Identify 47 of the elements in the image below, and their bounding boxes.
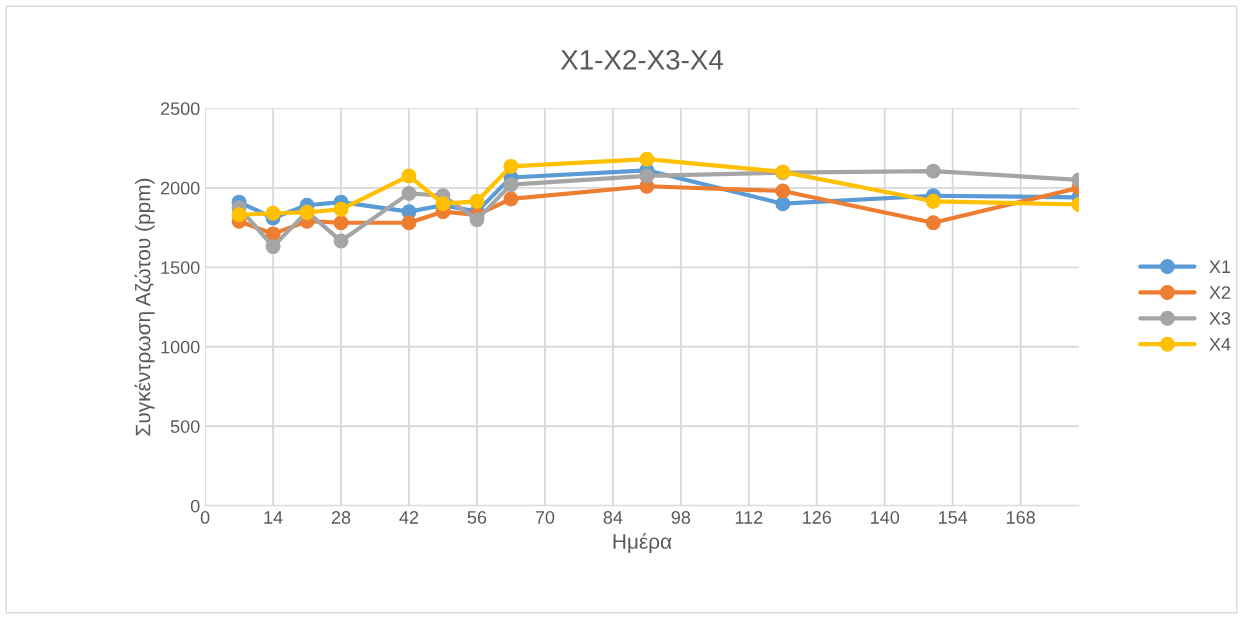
x-tick-label: 112 bbox=[735, 511, 763, 524]
legend-label: X2 bbox=[1209, 286, 1231, 299]
point bbox=[401, 168, 417, 184]
y-tick-label: 0 bbox=[190, 499, 200, 513]
x-tick-label: 28 bbox=[331, 511, 351, 524]
point bbox=[503, 191, 519, 207]
point bbox=[925, 163, 941, 179]
legend-label: X1 bbox=[1209, 260, 1231, 273]
y-tick-label: 1500 bbox=[161, 261, 200, 274]
x-tick-label: 126 bbox=[803, 511, 832, 524]
x-tick-label: 140 bbox=[871, 511, 900, 524]
point bbox=[231, 207, 247, 223]
x-tick-label: 70 bbox=[535, 511, 555, 524]
y-tick-label: 2500 bbox=[160, 102, 200, 116]
point bbox=[333, 215, 349, 231]
y-tick-label: 2000 bbox=[160, 181, 200, 195]
y-axis-title: Συγκέντρωση Αζώτου (ppm) bbox=[134, 178, 155, 436]
point bbox=[925, 215, 941, 231]
x-tick-label: 56 bbox=[467, 511, 487, 524]
chart-title: X1-X2-X3-X4 bbox=[560, 50, 724, 70]
y-tick-label: 500 bbox=[170, 420, 200, 433]
point bbox=[401, 215, 417, 231]
point bbox=[639, 168, 655, 184]
x-tick-label: 168 bbox=[1006, 511, 1035, 524]
point bbox=[333, 201, 349, 217]
point bbox=[265, 205, 281, 221]
point bbox=[503, 158, 519, 174]
point bbox=[503, 177, 519, 193]
x-tick-label: 0 bbox=[200, 511, 210, 524]
point bbox=[333, 233, 349, 249]
x-tick-label: 42 bbox=[399, 511, 419, 524]
point bbox=[775, 183, 791, 199]
x-tick-label: 14 bbox=[264, 511, 283, 524]
point bbox=[469, 212, 485, 228]
point bbox=[639, 151, 655, 167]
y-tick-label: 1000 bbox=[161, 340, 200, 354]
point bbox=[401, 185, 417, 201]
point bbox=[469, 193, 485, 209]
legend-label: X3 bbox=[1209, 312, 1231, 325]
x-tick-label: 84 bbox=[603, 511, 623, 524]
point bbox=[265, 239, 281, 255]
point bbox=[775, 196, 791, 212]
x-axis-title: Ημέρα bbox=[613, 532, 672, 553]
x-tick-label: 98 bbox=[671, 511, 691, 524]
point bbox=[925, 193, 941, 209]
x-tick-label: 154 bbox=[939, 511, 968, 524]
legend-label: X4 bbox=[1209, 338, 1231, 351]
